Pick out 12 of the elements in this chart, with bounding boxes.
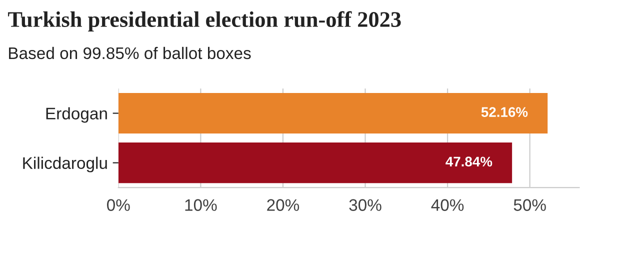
data-label: 52.16% [481, 107, 528, 117]
x-tick-label: 20% [267, 199, 300, 211]
data-label: 47.84% [446, 156, 492, 167]
x-tick-label: 40% [431, 199, 464, 211]
x-tick-label: 10% [185, 199, 217, 211]
x-tick-label: 50% [514, 199, 546, 211]
x-tick-label: 0% [107, 199, 130, 211]
chart-title: Turkish presidential election run-off 2023 [8, 11, 401, 32]
y-tick-label: Erdogan [46, 107, 107, 123]
y-tick-label: Kilicdaroglu [23, 156, 107, 172]
chart-subtitle: Based on 99.85% of ballot boxes [9, 46, 251, 60]
x-tick-label: 30% [349, 199, 382, 211]
